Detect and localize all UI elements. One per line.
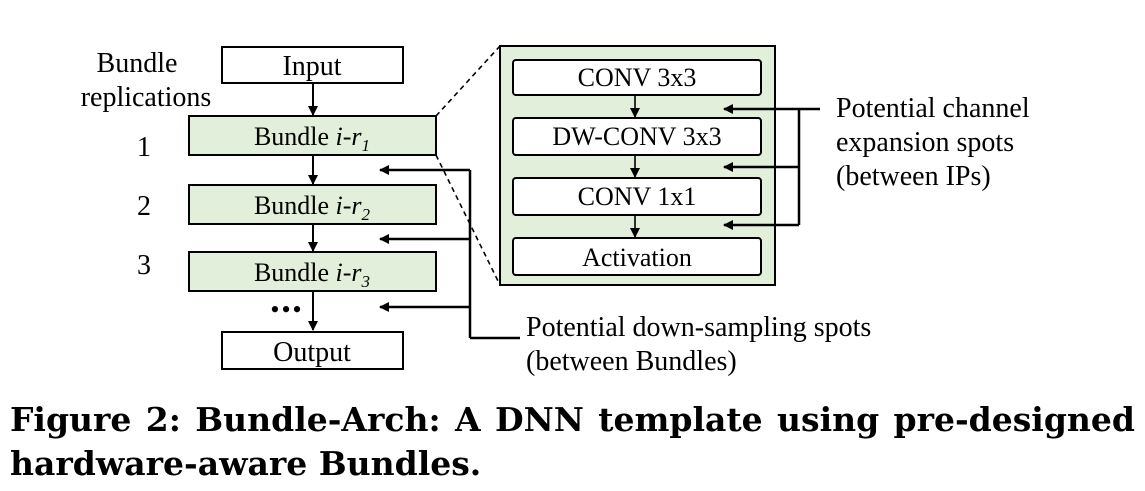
- ip-label-conv1x1: CONV 1x1: [578, 182, 697, 211]
- bundle-label-3: Bundle i-r3: [254, 258, 370, 291]
- output-label: Output: [273, 337, 351, 368]
- replication-number-1: 1: [137, 132, 151, 163]
- ip-label-activation: Activation: [582, 243, 692, 272]
- zoom-line-bottom: [435, 154, 501, 286]
- ip-box-conv3x3: CONV 3x3: [512, 59, 762, 96]
- downsample-note-line1: Potential down-sampling spots: [526, 312, 871, 343]
- bundle-box-3: Bundle i-r3: [188, 251, 437, 292]
- bundle-arch-diagram: Bundle replications 1 2 3 Input Bundle i…: [81, 45, 1030, 377]
- channel-note-line3: (between IPs): [836, 161, 991, 192]
- downsample-note-line2: (between Bundles): [526, 346, 737, 377]
- channel-note-line2: expansion spots: [836, 127, 1014, 158]
- left-label-replications: replications: [81, 82, 212, 113]
- ip-box-conv1x1: CONV 1x1: [512, 177, 762, 216]
- zoom-line-top: [435, 45, 501, 117]
- input-box: Input: [221, 46, 404, 84]
- downsampling-connector: [379, 165, 520, 340]
- channel-note-line1: Potential channel: [836, 93, 1030, 124]
- replication-number-2: 2: [137, 191, 151, 222]
- ellipsis: •••: [270, 295, 303, 324]
- replication-number-3: 3: [137, 250, 151, 281]
- output-box: Output: [221, 331, 404, 370]
- input-label: Input: [282, 51, 341, 82]
- ip-label-conv3x3: CONV 3x3: [578, 63, 697, 92]
- ip-label-dwconv3x3: DW-CONV 3x3: [552, 122, 721, 151]
- bundle-label-1: Bundle i-r1: [254, 122, 370, 155]
- ip-box-dwconv3x3: DW-CONV 3x3: [512, 117, 762, 156]
- figure-caption: Figure 2: Bundle-Arch: A DNN template us…: [10, 400, 1135, 483]
- bundle-box-2: Bundle i-r2: [188, 184, 437, 225]
- bundle-box-1: Bundle i-r1: [188, 115, 437, 156]
- left-label-bundle: Bundle: [97, 48, 178, 79]
- channel-expansion-connector: [723, 104, 820, 230]
- ip-box-activation: Activation: [512, 237, 762, 276]
- bundle-label-2: Bundle i-r2: [254, 191, 371, 224]
